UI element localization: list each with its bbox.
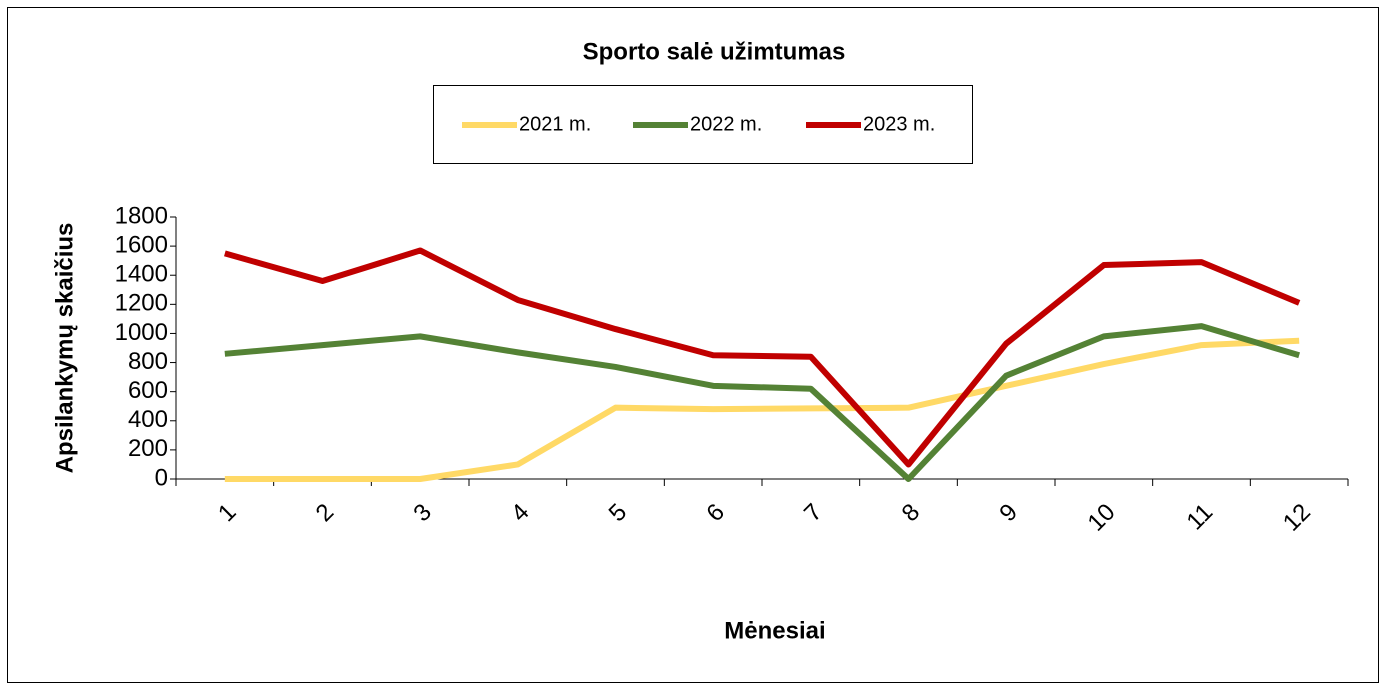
series-line	[224, 247, 1301, 468]
y-tick-label: 1600	[115, 231, 168, 258]
y-tick-label: 1000	[115, 319, 168, 346]
y-tick-label: 800	[128, 348, 168, 375]
legend-label: 2023 m.	[863, 113, 935, 135]
x-axis-label: Mėnesiai	[724, 617, 825, 644]
y-axis-label: Apsilankymų skaičius	[51, 223, 78, 474]
y-tick-label: 1400	[115, 261, 168, 288]
y-tick-label: 400	[128, 406, 168, 433]
y-tick-label: 0	[155, 464, 168, 491]
y-tick-label: 1800	[115, 202, 168, 229]
legend-box	[433, 85, 973, 164]
legend-label: 2021 m.	[519, 113, 591, 135]
series-line	[224, 323, 1301, 482]
series-line	[224, 337, 1300, 482]
y-tick-label: 1200	[115, 290, 168, 317]
chart-title: Sporto salė užimtumas	[583, 38, 846, 65]
legend-label: 2022 m.	[690, 113, 762, 135]
y-tick-label: 600	[128, 377, 168, 404]
y-tick-label: 200	[128, 435, 168, 462]
